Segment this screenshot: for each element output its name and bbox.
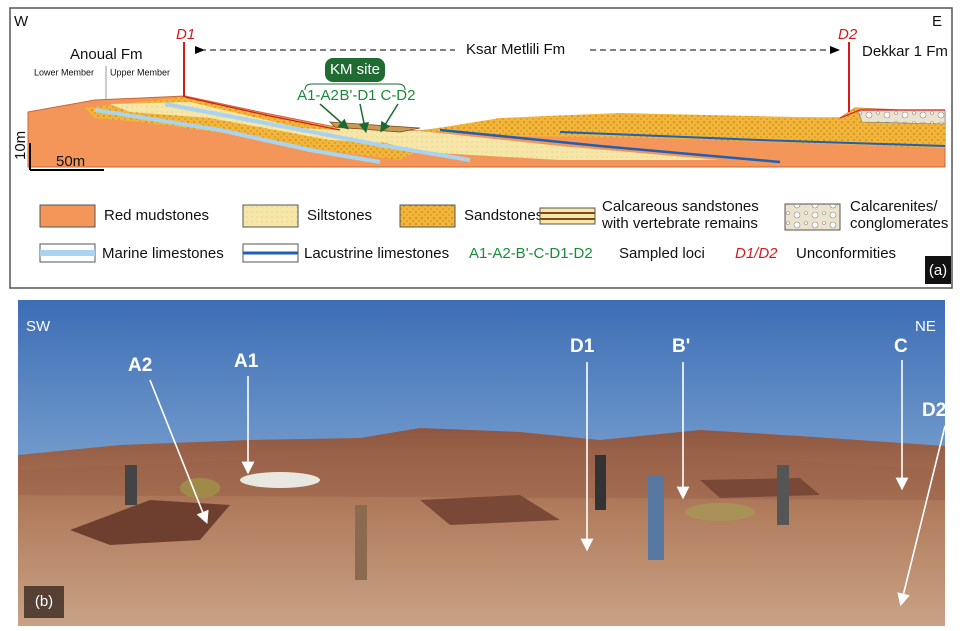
locus-label: D1: [570, 336, 595, 357]
unconformity-line: [184, 96, 341, 131]
panel-label: (b): [35, 593, 53, 610]
photo-rock: [420, 495, 560, 525]
formation-label: Ksar Metlili Fm: [466, 41, 565, 58]
photo-person: [595, 455, 606, 510]
legend-label: Lacustrine limestones: [304, 245, 449, 262]
legend-swatch: [399, 204, 456, 228]
photo-shrub: [685, 503, 755, 521]
locus-label: A1-A2: [297, 87, 339, 104]
sandstone: [420, 108, 945, 148]
marine-limestone: [94, 108, 381, 164]
d1-label: D1: [176, 26, 195, 43]
west-label: W: [14, 13, 29, 30]
locus-label: B'-D1: [339, 87, 376, 104]
marine-limestone: [164, 102, 471, 162]
locus-arrow: [319, 103, 349, 130]
legend-key: A1-A2-B'-C-D1-D2: [469, 245, 593, 262]
panel-label-box: [925, 256, 951, 284]
locus-label: B': [672, 336, 690, 357]
east-label: E: [932, 13, 942, 30]
photo-shrub: [180, 478, 220, 498]
legend-swatch: [40, 250, 95, 256]
photo-rock: [700, 478, 820, 498]
member-label: Upper Member: [110, 67, 170, 77]
scale-label: 50m: [56, 153, 85, 170]
calcarenite: [857, 109, 946, 125]
legend-label: Siltstones: [307, 207, 372, 224]
east-label: NE: [915, 318, 936, 335]
member-label: Lower Member: [34, 67, 94, 77]
legend-key: D1/D2: [735, 245, 778, 262]
locus-arrow: [897, 425, 946, 607]
photo-person: [125, 465, 137, 505]
photo-rock: [70, 500, 230, 545]
locus-arrows: [149, 360, 946, 607]
scale-label: 10m: [12, 131, 29, 160]
site-bracket: [304, 83, 406, 91]
panel-label-box: [24, 586, 64, 618]
d2-label: D2: [838, 26, 858, 43]
legend-label: Unconformities: [796, 245, 896, 262]
locus-label: D2: [922, 400, 946, 421]
legend-swatch: [539, 207, 596, 225]
locus-label: C-D2: [380, 87, 415, 104]
formation-label: Dekkar 1 Fm: [862, 43, 948, 60]
panel-label: (a): [929, 262, 947, 279]
locus-label: A2: [128, 355, 152, 376]
locus-label: C: [894, 336, 908, 357]
photo-person: [648, 475, 664, 560]
site-badge: [325, 58, 385, 82]
locus-arrow: [358, 103, 370, 134]
photo-bags: [240, 472, 320, 488]
locus-label: A1: [234, 351, 259, 372]
lacustrine-limestone: [439, 128, 781, 164]
legend-label: with vertebrate remains: [601, 215, 758, 232]
photo-person: [355, 505, 367, 580]
legend-swatch: [39, 204, 96, 228]
legend-swatch: [242, 204, 299, 228]
formation-label: Anoual Fm: [70, 46, 143, 63]
legend-label: Calcarenites/: [850, 198, 938, 215]
panel-a: W E D1 D2 Anoual Fm Ksar Metlili Fm Dekk…: [9, 7, 953, 289]
legend-label: Marine limestones: [102, 245, 224, 262]
legend-label: Sandstones: [464, 207, 543, 224]
legend-swatch: [784, 203, 841, 231]
site-name: KM site: [330, 61, 380, 78]
legend-label: Red mudstones: [104, 207, 209, 224]
panel-b: SW NE A2 A1 D1 B' C D2 (b): [18, 300, 946, 626]
west-label: SW: [26, 318, 51, 335]
photo-person: [777, 465, 789, 525]
locus-arrow: [149, 379, 209, 524]
legend-label: Calcareous sandstones: [602, 198, 759, 215]
legend-label: conglomerates: [850, 215, 948, 232]
locus-arrow: [380, 103, 399, 133]
unconformity-line: [839, 109, 945, 119]
lacustrine-limestone: [559, 131, 946, 147]
legend-label: Sampled loci: [619, 245, 705, 262]
